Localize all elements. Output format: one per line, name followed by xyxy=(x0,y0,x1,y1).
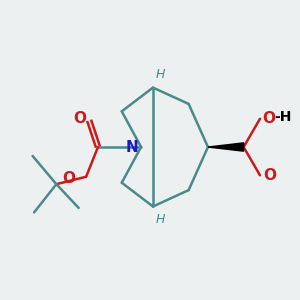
Text: O: O xyxy=(63,171,76,186)
Text: H: H xyxy=(155,68,165,81)
Text: O: O xyxy=(262,111,275,126)
Polygon shape xyxy=(208,143,244,151)
Text: O: O xyxy=(73,111,86,126)
Text: H: H xyxy=(155,213,165,226)
Text: -H: -H xyxy=(274,110,292,124)
Text: N: N xyxy=(126,140,139,154)
Text: O: O xyxy=(263,168,276,183)
